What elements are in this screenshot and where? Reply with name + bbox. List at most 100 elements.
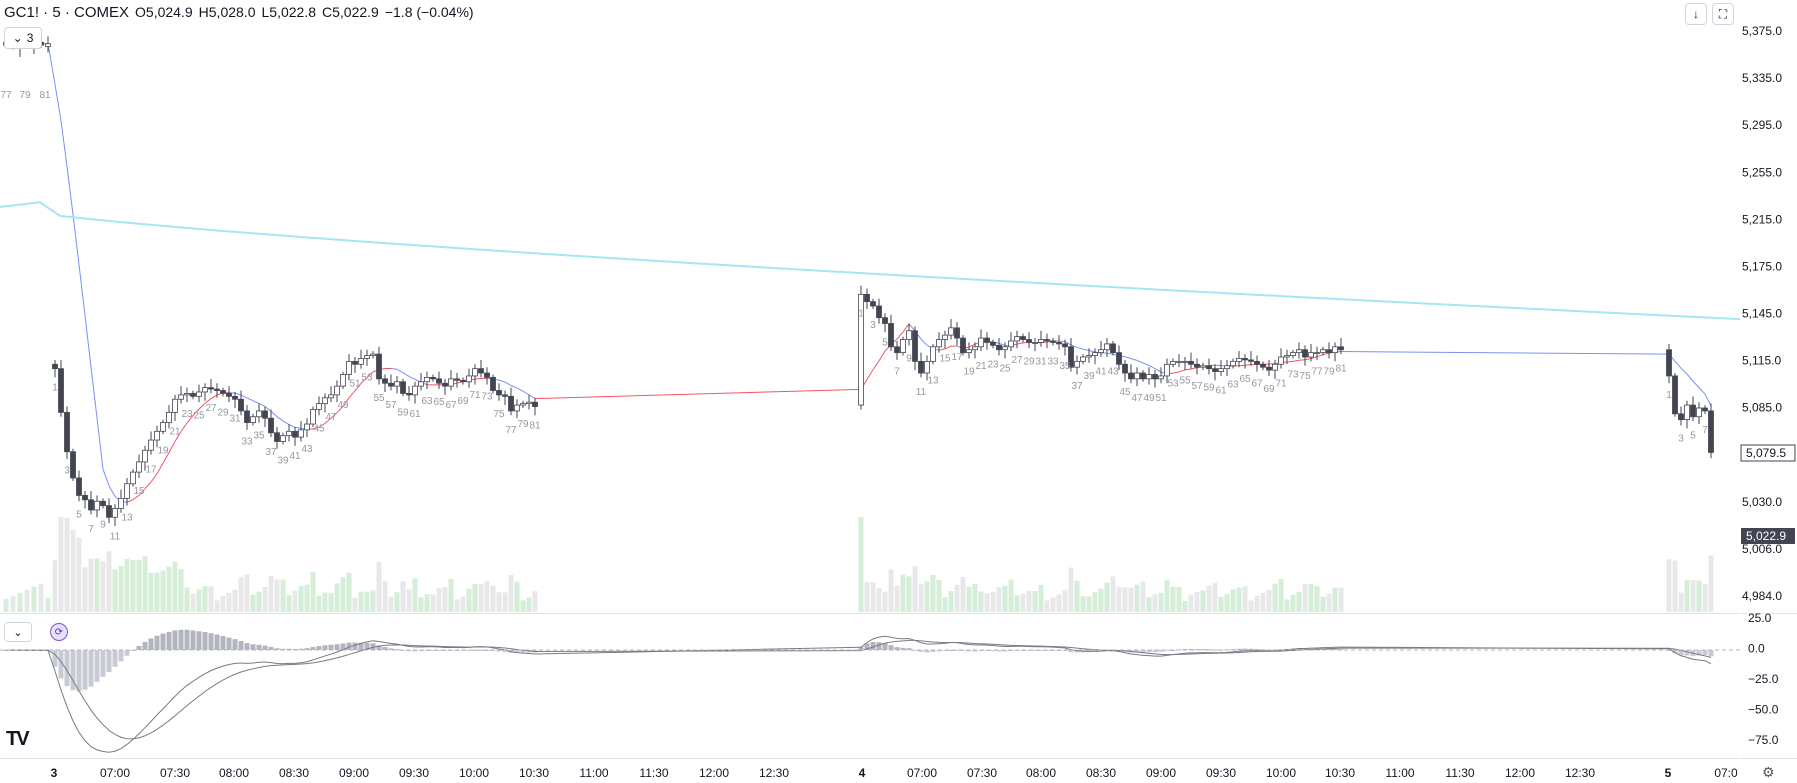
fast-ma-segment — [1692, 380, 1700, 388]
indicators-toggle-button[interactable]: ⌄ 3 — [4, 27, 42, 49]
candle-body — [1116, 352, 1122, 365]
candle-body — [142, 449, 148, 463]
macd-hist-bar — [316, 646, 322, 650]
maximize-button[interactable]: ⛶ — [1712, 3, 1734, 25]
candle-body — [1002, 346, 1008, 351]
volume-bar — [1194, 591, 1200, 612]
macd-hist-bar — [418, 650, 424, 652]
candle-body — [160, 422, 166, 432]
bar-count-label: 5 — [76, 509, 82, 520]
candle-body — [876, 305, 882, 319]
candle-body — [508, 395, 514, 412]
macd-hist-bar — [1296, 648, 1302, 650]
volume-bar — [1086, 596, 1092, 612]
symbol-legend: GC1! · 5 · COMEX O5,024.9 H5,028.0 L5,02… — [4, 4, 474, 21]
price-tick-label: 5,145.0 — [1742, 307, 1782, 321]
volume-bar — [858, 517, 864, 612]
volume-bar — [960, 577, 966, 612]
fast-ma-segment — [204, 398, 212, 404]
volume-bar — [424, 594, 430, 612]
candle-body — [1224, 365, 1230, 370]
time-tick-label: 11:30 — [1445, 766, 1474, 780]
fast-ma-segment — [1316, 354, 1324, 358]
fast-ma-segment — [1058, 340, 1066, 343]
candle-body — [1122, 363, 1128, 374]
candle-body — [996, 344, 1002, 351]
macd-hist-bar — [166, 631, 172, 650]
volume-bar — [94, 558, 100, 612]
macd-hist-bar — [1038, 650, 1044, 651]
volume-bar — [882, 591, 888, 612]
sync-button[interactable]: ⟳ — [50, 623, 68, 641]
volume-bar — [430, 594, 436, 612]
volume-bar — [418, 597, 424, 612]
volume-bar — [1314, 586, 1320, 612]
candle-body — [1140, 372, 1146, 380]
macd-hist-bar — [304, 648, 310, 650]
candle-body — [472, 368, 478, 377]
bar-count-label: 41 — [289, 451, 301, 462]
macd-hist-bar — [996, 650, 1002, 652]
time-tick-label: 11:30 — [639, 766, 668, 780]
bar-count-label: 71 — [1275, 378, 1287, 389]
bar-count-label: 3 — [870, 320, 876, 331]
fast-ma-segment — [78, 264, 86, 316]
bar-count-label: 59 — [397, 407, 409, 418]
candle-body — [1188, 360, 1194, 365]
macd-hist-bar — [514, 650, 520, 654]
macd-pane-collapse-button[interactable]: ⌄ — [4, 622, 32, 642]
candle-body — [454, 378, 460, 381]
volume-bar — [472, 584, 478, 612]
fast-ma-segment — [60, 120, 68, 167]
candle-body — [388, 382, 394, 387]
macd-hist-bar — [882, 642, 888, 650]
candle-body — [984, 337, 990, 343]
scroll-to-latest-button[interactable]: ↓ — [1685, 3, 1707, 25]
macd-hist-bar — [1068, 650, 1074, 653]
candle-body — [526, 401, 532, 405]
macd-hist-bar — [930, 650, 936, 653]
fast-ma-segment — [908, 323, 916, 332]
macd-tick-label: 25.0 — [1748, 611, 1772, 625]
open-label: O — [135, 4, 146, 20]
fast-ma-segment — [1070, 344, 1078, 348]
candle-body — [1278, 356, 1284, 365]
time-tick-label: 5 — [1665, 766, 1672, 780]
volume-bar — [1248, 600, 1254, 612]
candle-body — [106, 505, 112, 518]
high-label: H — [198, 4, 209, 20]
macd-hist-bar — [352, 642, 358, 650]
gear-icon[interactable]: ⚙ — [1762, 764, 1775, 780]
candle-body — [900, 339, 906, 354]
volume-bar — [382, 581, 388, 612]
volume-bar — [1296, 591, 1302, 612]
fast-ma-segment — [938, 348, 946, 351]
fast-ma-segment — [396, 368, 404, 374]
volume-bar — [388, 596, 394, 612]
bar-count-label: 79 — [1323, 367, 1335, 378]
candle-body — [1170, 360, 1176, 365]
volume-bar — [484, 581, 490, 612]
symbol-title[interactable]: GC1! · 5 · COMEX — [4, 4, 130, 21]
price-tag-label: 5,079.5 — [1746, 446, 1786, 460]
fast-ma-segment — [872, 360, 880, 370]
volume-bar — [31, 586, 37, 612]
fast-ma-segment — [72, 214, 80, 265]
tradingview-logo[interactable]: TV — [6, 728, 30, 750]
fast-ma-segment — [126, 499, 134, 503]
fast-ma-segment — [1130, 358, 1138, 361]
candle-body — [412, 385, 418, 396]
bar-count-label: 21 — [975, 361, 987, 372]
fast-ma-segment — [1082, 348, 1090, 352]
volume-bar — [322, 592, 328, 612]
fast-ma-segment — [1704, 393, 1712, 407]
candle-body — [196, 391, 202, 397]
volume-bar — [364, 591, 370, 612]
candle-body — [918, 360, 924, 374]
candle-body — [322, 397, 328, 405]
candle-body — [94, 500, 100, 511]
fast-ma-segment — [336, 406, 344, 414]
bar-count-label: 39 — [1083, 371, 1095, 382]
bar-count-label: 77 — [0, 90, 12, 101]
